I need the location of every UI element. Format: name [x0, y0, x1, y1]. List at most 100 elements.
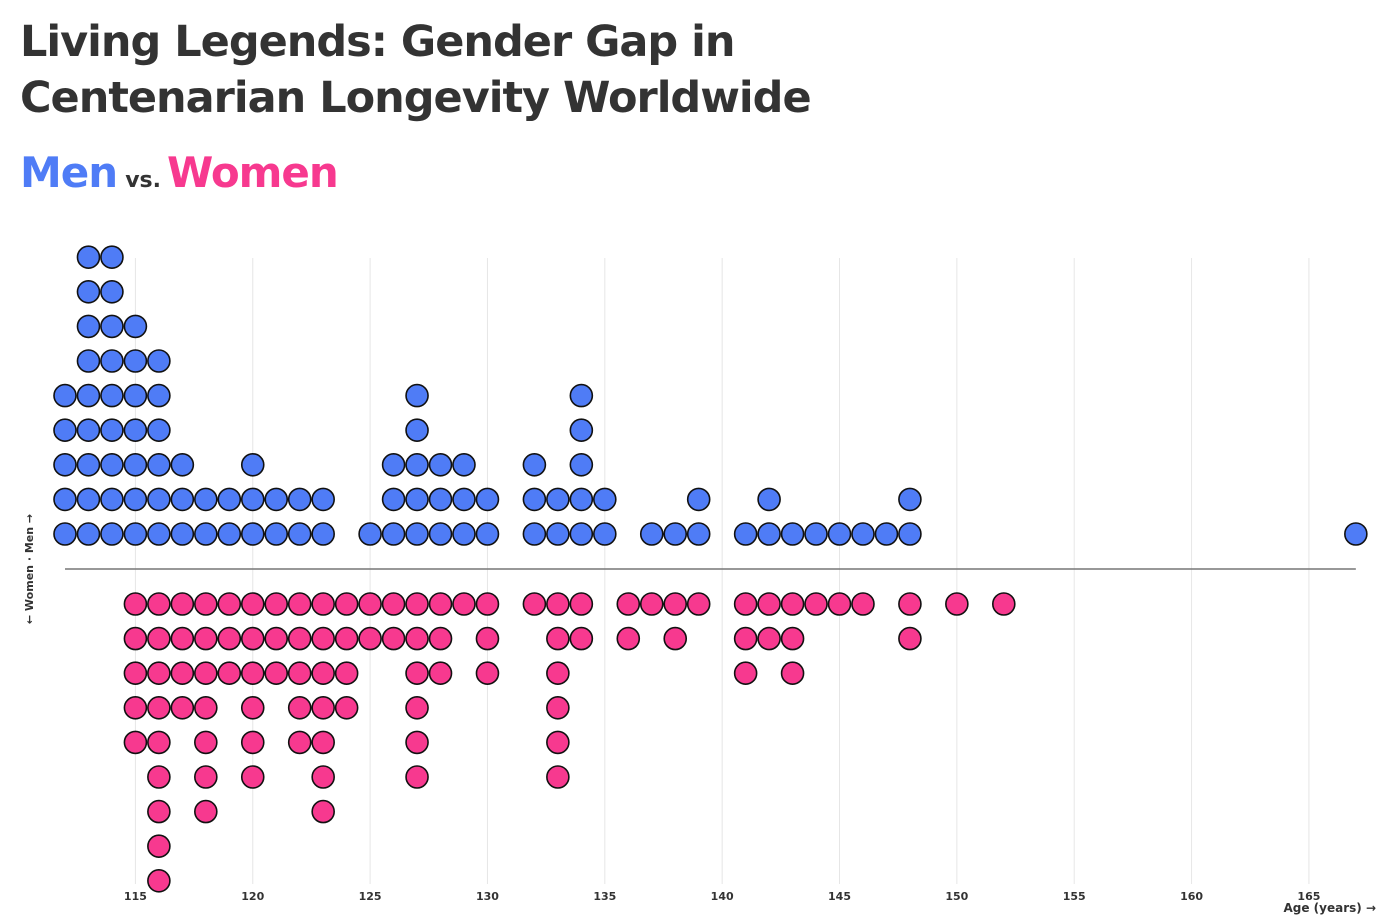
women-dot-118-7: [194, 799, 218, 824]
women-dot-128-3: [428, 661, 453, 686]
men-dot-117-1: [170, 522, 195, 546]
men-dot-148-1: [898, 522, 922, 546]
women-dot-127-5: [405, 730, 429, 755]
women-dot-139-1: [686, 592, 711, 616]
men-dot-113-2: [76, 487, 101, 512]
women-dot-123-6: [311, 765, 335, 789]
women-dot-145-1: [827, 592, 852, 616]
men-dots: [53, 245, 1368, 546]
women-dot-116-4: [147, 695, 171, 720]
women-dot-128-2: [428, 626, 453, 651]
women-dot-116-7: [147, 799, 171, 824]
x-tick-label-115: 115: [124, 890, 147, 903]
men-dot-127-5: [405, 383, 429, 408]
men-dot-129-2: [452, 487, 476, 512]
men-dot-133-1: [546, 522, 570, 546]
women-dot-120-1: [240, 592, 265, 616]
women-dot-122-5: [287, 730, 312, 755]
men-dot-139-2: [686, 487, 711, 512]
men-dot-118-1: [194, 522, 218, 546]
women-dot-130-3: [475, 661, 500, 686]
women-dot-116-5: [147, 730, 171, 755]
women-dot-117-3: [170, 661, 195, 686]
women-dot-141-1: [733, 592, 758, 616]
men-dot-123-2: [311, 487, 335, 512]
men-dot-142-2: [757, 487, 781, 512]
men-dot-114-7: [100, 314, 124, 339]
women-dot-136-2: [616, 626, 641, 651]
women-dot-116-8: [147, 834, 171, 859]
women-dot-117-4: [170, 695, 195, 720]
women-dot-133-5: [546, 730, 570, 755]
men-dot-146-1: [851, 522, 875, 546]
women-dot-142-2: [757, 626, 781, 651]
men-dot-113-9: [76, 245, 101, 270]
men-dot-120-2: [240, 487, 265, 512]
men-dot-167-1: [1344, 522, 1368, 546]
men-dot-115-5: [123, 383, 148, 408]
women-dot-116-9: [147, 868, 171, 893]
women-dot-119-3: [217, 661, 242, 686]
men-dot-129-1: [452, 522, 476, 546]
women-dot-138-1: [663, 592, 688, 616]
men-dot-127-2: [405, 487, 429, 512]
women-dot-122-4: [287, 695, 312, 720]
men-dot-135-2: [593, 487, 617, 512]
men-dot-114-1: [100, 522, 124, 546]
women-dot-146-1: [851, 592, 875, 616]
women-dot-124-1: [334, 592, 359, 616]
men-dot-113-8: [76, 279, 101, 304]
men-dot-125-1: [358, 522, 382, 546]
women-dot-123-5: [311, 730, 335, 755]
women-dot-130-2: [475, 626, 500, 651]
women-dot-118-1: [194, 592, 218, 616]
men-dot-128-3: [428, 452, 453, 477]
men-dot-132-3: [522, 452, 547, 477]
men-dot-130-1: [475, 522, 500, 546]
men-dot-113-1: [76, 522, 101, 546]
men-dot-117-3: [170, 452, 195, 477]
men-dot-144-1: [804, 522, 828, 546]
men-dot-128-2: [428, 487, 453, 512]
women-dot-127-4: [405, 695, 429, 720]
men-dot-142-1: [757, 522, 781, 546]
x-tick-label-140: 140: [711, 890, 734, 903]
men-dot-145-1: [827, 522, 852, 546]
women-dot-122-3: [287, 661, 312, 686]
men-dot-119-2: [217, 487, 242, 512]
men-dot-116-5: [147, 383, 171, 408]
women-dot-125-1: [358, 592, 382, 616]
women-dot-143-3: [780, 661, 805, 686]
men-dot-134-1: [569, 522, 594, 546]
women-dot-133-4: [546, 695, 570, 720]
men-dot-112-5: [53, 383, 77, 408]
men-dot-134-5: [569, 383, 594, 408]
men-dot-127-3: [405, 452, 429, 477]
men-dot-134-3: [569, 452, 594, 477]
women-dot-134-2: [569, 626, 594, 651]
men-dot-134-4: [569, 418, 594, 443]
men-dot-112-2: [53, 487, 77, 512]
women-dot-121-3: [264, 661, 289, 686]
subtitle-men-label: Men: [20, 148, 118, 197]
subtitle-vs-label: vs.: [125, 168, 161, 193]
men-dot-114-3: [100, 452, 124, 477]
men-dot-112-3: [53, 452, 77, 477]
women-dot-126-2: [381, 626, 406, 651]
x-axis-label: Age (years) →: [1283, 901, 1376, 915]
men-dot-115-4: [123, 418, 148, 443]
women-dot-132-1: [522, 592, 547, 616]
men-dot-112-1: [53, 522, 77, 546]
women-dot-142-1: [757, 592, 781, 616]
women-dot-124-2: [334, 626, 359, 651]
x-tick-label-165: 165: [1297, 890, 1320, 903]
men-dot-114-2: [100, 487, 124, 512]
men-dot-114-9: [100, 245, 124, 270]
men-dot-132-1: [522, 522, 547, 546]
women-dot-148-1: [898, 592, 922, 616]
chart-title: Living Legends: Gender Gap in Centenaria…: [20, 17, 812, 123]
women-dot-133-2: [546, 626, 570, 651]
women-dots: [123, 592, 1016, 893]
men-dot-141-1: [733, 522, 758, 546]
